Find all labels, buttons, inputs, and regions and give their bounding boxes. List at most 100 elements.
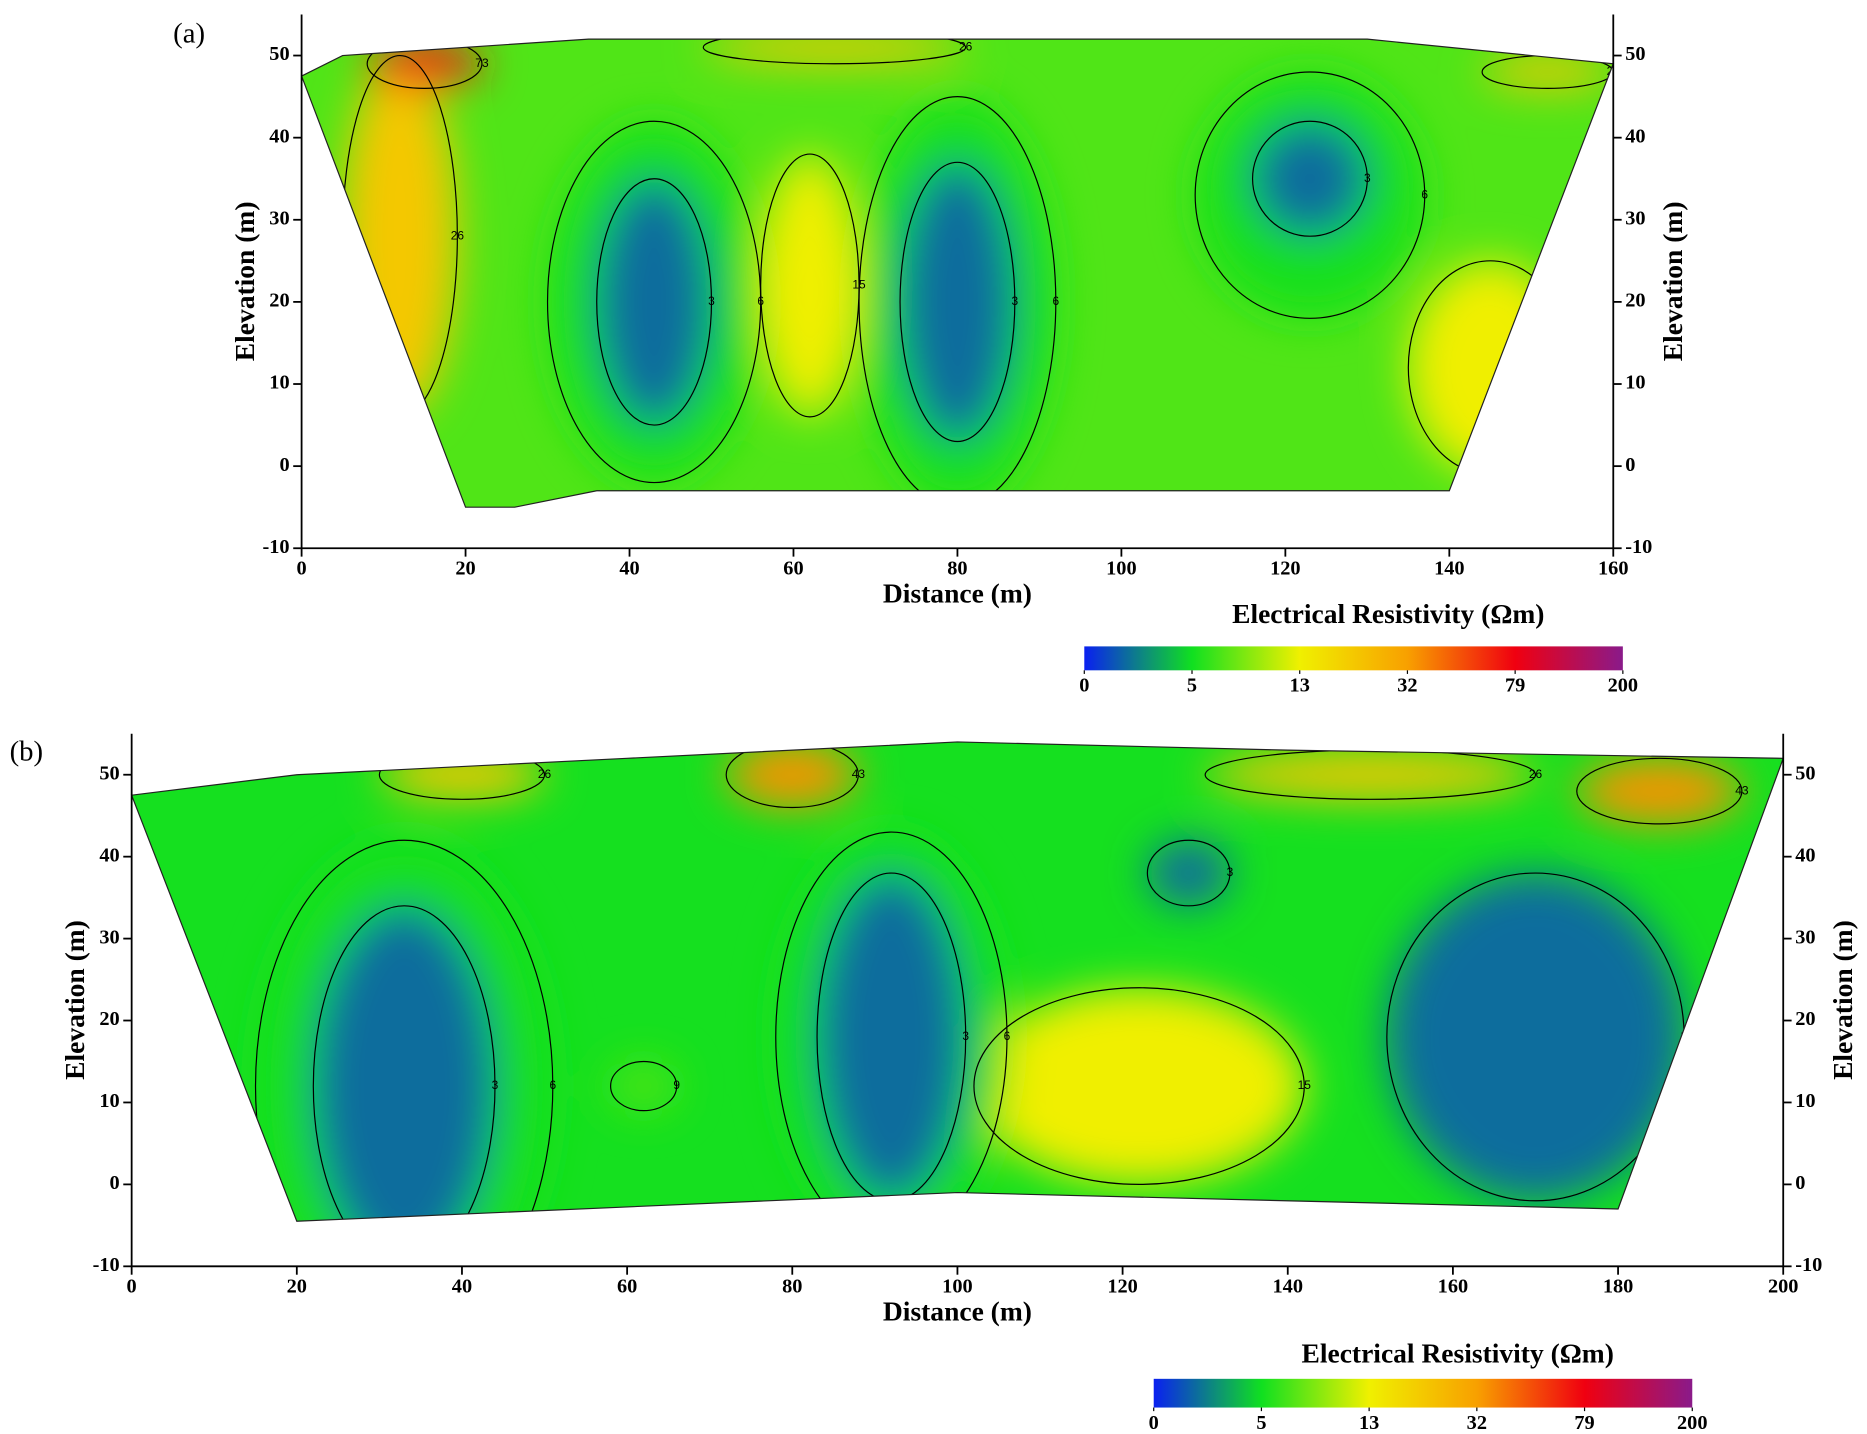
x-tick-label: 180 (1603, 1276, 1634, 1298)
contour-label: 73 (475, 56, 489, 70)
x-tick-label: 140 (1434, 557, 1465, 579)
anomaly (1147, 840, 1230, 906)
x-tick-label: 200 (1768, 1276, 1799, 1298)
y-tick-label: 10 (99, 1090, 119, 1112)
contour-label: 26 (959, 39, 973, 53)
contour-label: 26 (1529, 767, 1543, 781)
contour-label: 3 (1227, 865, 1234, 879)
anomaly (760, 154, 860, 417)
x-tick-label: 60 (783, 557, 803, 579)
contour-label: 3 (1011, 294, 1018, 308)
y-tick-label: 30 (269, 207, 289, 229)
y-tick-label-right: 30 (1625, 207, 1645, 229)
colorbar-tick-label: 0 (1149, 1412, 1159, 1434)
colorbar (1084, 646, 1623, 671)
y-tick-label-right: 0 (1625, 454, 1635, 476)
anomaly (817, 873, 966, 1201)
y-tick-label-right: 10 (1625, 372, 1645, 394)
blobs (342, 39, 1614, 508)
anomaly (610, 1061, 677, 1111)
y-tick-label-right: 0 (1795, 1172, 1805, 1194)
y-tick-label: 10 (269, 372, 289, 394)
contour-label: 3 (492, 1078, 499, 1092)
colorbar-tick-label: 32 (1467, 1412, 1487, 1434)
x-tick-label: 80 (947, 557, 967, 579)
colorbar-tick-label: 5 (1187, 675, 1197, 697)
x-tick-label: 40 (452, 1276, 472, 1298)
colorbar-title: Electrical Resistivity (Ωm) (1232, 598, 1544, 629)
y-tick-label: 50 (269, 43, 289, 65)
contour-label: 9 (673, 1078, 680, 1092)
contour-line (1194, 71, 1426, 319)
contour-label: 43 (852, 767, 866, 781)
y-tick-label: 0 (279, 454, 289, 476)
x-tick-label: 20 (455, 557, 475, 579)
panel-label: (a) (173, 18, 205, 50)
field: 267326261515666333 (301, 39, 1614, 508)
contour-label: 15 (1298, 1078, 1312, 1092)
colorbar-tick-label: 32 (1397, 675, 1417, 697)
contour-line (899, 161, 1016, 443)
y-tick-label: -10 (93, 1254, 120, 1276)
anomaly (1252, 121, 1368, 237)
contour-line (610, 1060, 678, 1112)
contour-line (546, 120, 762, 484)
y-tick-label-right: 50 (1795, 762, 1815, 784)
contour-line (973, 987, 1305, 1185)
y-tick-label-right: -10 (1625, 536, 1652, 558)
x-tick-label: 0 (127, 1276, 137, 1298)
y-tick-label: 20 (99, 1008, 119, 1030)
contour-label: 43 (1735, 783, 1749, 797)
contour-label: 15 (1566, 360, 1580, 374)
y-tick-label-right: 50 (1625, 43, 1645, 65)
y-tick-label: 20 (269, 290, 289, 312)
x-tick-label: 40 (619, 557, 639, 579)
anomaly (900, 162, 1015, 442)
x-tick-label: 100 (1106, 557, 1137, 579)
anomaly (596, 178, 712, 426)
x-tick-label: 100 (942, 1276, 973, 1298)
contour-line (1576, 757, 1743, 825)
y-tick-label: -10 (263, 536, 290, 558)
colorbar-tick-label: 13 (1359, 1412, 1379, 1434)
x-tick-label: 120 (1107, 1276, 1138, 1298)
contour-line (312, 905, 496, 1222)
contour-line (725, 741, 859, 809)
y-tick-label-right: 20 (1625, 290, 1645, 312)
y-tick-label-right: 30 (1795, 926, 1815, 948)
contour-label: 6 (1421, 187, 1428, 201)
contour-line (702, 39, 967, 65)
colorbar-tick-label: 5 (1256, 1412, 1266, 1434)
colorbar-tick-label: 13 (1290, 675, 1310, 697)
contour-label: 6 (1052, 294, 1059, 308)
anomaly (313, 905, 495, 1222)
y-axis-label-right: Elevation (m) (1827, 920, 1858, 1080)
x-axis-label: Distance (m) (883, 577, 1032, 608)
y-tick-label-right: 40 (1795, 844, 1815, 866)
contour-label: 3 (708, 294, 715, 308)
y-tick-label-right: 10 (1795, 1090, 1815, 1112)
x-tick-label: 60 (617, 1276, 637, 1298)
contour-label: 6 (549, 1078, 556, 1092)
x-tick-label: 20 (287, 1276, 307, 1298)
x-tick-label: 160 (1598, 557, 1629, 579)
contour-label: 6 (757, 294, 764, 308)
y-tick-label: 40 (269, 125, 289, 147)
section-outline (130, 741, 1785, 1222)
anomaly (1408, 260, 1573, 475)
colorbar-tick-label: 200 (1608, 675, 1639, 697)
anomaly (1386, 873, 1685, 1201)
panel-label: (b) (10, 736, 44, 768)
y-tick-label: 30 (99, 926, 119, 948)
contour-line (254, 839, 554, 1222)
contour-label: 6 (1004, 1029, 1011, 1043)
contour-line (1146, 839, 1231, 907)
y-axis-label: Elevation (m) (59, 920, 90, 1080)
y-tick-label: 0 (110, 1172, 120, 1194)
anomaly (726, 741, 859, 808)
contour-label: 26 (538, 767, 552, 781)
colorbar-tick-label: 79 (1505, 675, 1525, 697)
colorbar-title: Electrical Resistivity (Ωm) (1302, 1337, 1614, 1368)
